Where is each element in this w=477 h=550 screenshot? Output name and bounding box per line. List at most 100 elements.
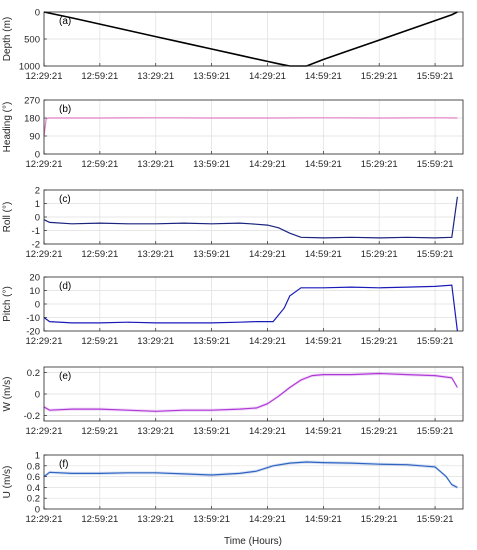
y-tick-label: 1 bbox=[35, 451, 40, 462]
series-line bbox=[43, 372, 458, 412]
x-tick-label: 15:59:21 bbox=[417, 336, 454, 347]
series-line bbox=[43, 117, 458, 137]
x-tick-label: 12:29:21 bbox=[26, 159, 63, 170]
x-tick-label: 13:59:21 bbox=[193, 249, 230, 260]
axes-frame bbox=[43, 276, 464, 332]
x-tick-label: 13:29:21 bbox=[137, 71, 174, 82]
x-tick-label: 14:29:21 bbox=[249, 159, 286, 170]
y-tick-label: 0.6 bbox=[27, 472, 40, 483]
x-tick-label: 14:59:21 bbox=[305, 426, 342, 437]
y-axis-title: Roll (°) bbox=[2, 202, 13, 233]
series-line bbox=[43, 284, 458, 332]
plot-area bbox=[44, 100, 463, 154]
y-tick-label: 0 bbox=[35, 300, 40, 311]
y-tick-label: 1 bbox=[35, 199, 40, 210]
series-line bbox=[43, 196, 458, 239]
panel-label: (e) bbox=[59, 371, 71, 382]
y-axis-title: U (m/s) bbox=[2, 466, 13, 499]
x-tick-label: 14:59:21 bbox=[305, 514, 342, 525]
panel-label: (a) bbox=[59, 16, 71, 27]
y-tick-label: -1 bbox=[32, 226, 40, 237]
y-tick-label: 90 bbox=[29, 132, 40, 143]
x-tick-label: 14:59:21 bbox=[305, 249, 342, 260]
y-tick-label: -2 bbox=[32, 240, 40, 251]
series-line bbox=[43, 461, 458, 488]
x-tick-label: 12:29:21 bbox=[26, 71, 63, 82]
y-tick-label: 0 bbox=[35, 390, 40, 401]
x-tick-label: 13:59:21 bbox=[193, 426, 230, 437]
y-tick-label: 0.4 bbox=[27, 483, 40, 494]
y-tick-label: 0 bbox=[35, 213, 40, 224]
x-tick-label: 14:29:21 bbox=[249, 249, 286, 260]
x-tick-label: 12:29:21 bbox=[26, 336, 63, 347]
x-tick-label: 13:59:21 bbox=[193, 71, 230, 82]
axes-frame bbox=[43, 11, 464, 67]
panel-label: (f) bbox=[59, 459, 68, 470]
y-tick-label: -20 bbox=[26, 327, 40, 338]
y-tick-label: -10 bbox=[26, 313, 40, 324]
x-tick-label: 13:29:21 bbox=[137, 426, 174, 437]
x-tick-label: 13:29:21 bbox=[137, 249, 174, 260]
y-axis-title: Depth (m) bbox=[2, 17, 13, 61]
x-tick-label: 13:59:21 bbox=[193, 159, 230, 170]
panel-5: 12:29:21 12:59:21 13:29:21 13:59:21 14:29:21… bbox=[2, 366, 464, 437]
y-tick-label: 270 bbox=[24, 96, 40, 107]
x-tick-label: 12:59:21 bbox=[81, 336, 118, 347]
panel-label: (d) bbox=[59, 281, 71, 292]
y-tick-label: 2 bbox=[35, 186, 40, 197]
x-tick-label: 13:29:21 bbox=[137, 336, 174, 347]
x-tick-label: 15:59:21 bbox=[417, 249, 454, 260]
panel-label: (b) bbox=[59, 104, 71, 115]
axes-frame bbox=[43, 99, 464, 155]
series-line bbox=[43, 11, 458, 67]
x-tick-label: 14:59:21 bbox=[305, 71, 342, 82]
x-tick-label: 12:59:21 bbox=[81, 514, 118, 525]
x-tick-label: 12:59:21 bbox=[81, 71, 118, 82]
x-tick-label: 15:59:21 bbox=[417, 159, 454, 170]
x-tick-label: 15:59:21 bbox=[417, 71, 454, 82]
y-tick-label: 0 bbox=[35, 8, 40, 19]
x-tick-label: 15:29:21 bbox=[361, 159, 398, 170]
panel-2: 12:29:21 12:59:21 13:29:21 13:59:21 14:29:21… bbox=[2, 96, 464, 170]
panel-3: 12:29:21 12:59:21 13:29:21 13:59:21 14:29:21… bbox=[2, 186, 464, 260]
x-tick-label: 12:59:21 bbox=[81, 159, 118, 170]
x-tick-label: 14:59:21 bbox=[305, 336, 342, 347]
y-tick-label: 20 bbox=[29, 273, 40, 284]
y-tick-label: 0.2 bbox=[27, 368, 40, 379]
x-tick-label: 15:29:21 bbox=[361, 514, 398, 525]
x-tick-label: 14:59:21 bbox=[305, 159, 342, 170]
panel-4: 12:29:21 12:59:21 13:29:21 13:59:21 14:29:21… bbox=[2, 273, 464, 347]
x-tick-label: 14:29:21 bbox=[249, 71, 286, 82]
y-tick-label: -0.2 bbox=[24, 411, 40, 422]
y-tick-label: 180 bbox=[24, 114, 40, 125]
x-tick-label: 13:29:21 bbox=[137, 159, 174, 170]
panels: 12:29:21 12:59:21 13:29:21 13:59:21 14:29:21… bbox=[2, 8, 464, 525]
x-tick-label: 14:29:21 bbox=[249, 426, 286, 437]
x-tick-label: 12:29:21 bbox=[26, 426, 63, 437]
x-tick-label: 14:29:21 bbox=[249, 336, 286, 347]
x-tick-label: 15:59:21 bbox=[417, 426, 454, 437]
x-tick-label: 15:29:21 bbox=[361, 426, 398, 437]
x-tick-label: 13:59:21 bbox=[193, 336, 230, 347]
y-tick-label: 1000 bbox=[19, 62, 40, 73]
x-tick-label: 15:59:21 bbox=[417, 514, 454, 525]
y-tick-label: 500 bbox=[24, 35, 40, 46]
panel-label: (c) bbox=[59, 194, 71, 205]
y-axis-title: Pitch (°) bbox=[2, 286, 13, 322]
axes-frame bbox=[43, 189, 464, 245]
x-tick-label: 15:29:21 bbox=[361, 249, 398, 260]
panel-1: 12:29:21 12:59:21 13:29:21 13:59:21 14:29:21… bbox=[2, 8, 464, 82]
y-tick-label: 0 bbox=[35, 150, 40, 161]
x-tick-label: 12:29:21 bbox=[26, 249, 63, 260]
x-tick-label: 13:59:21 bbox=[193, 514, 230, 525]
x-tick-label: 15:29:21 bbox=[361, 71, 398, 82]
panel-6: 12:29:21 12:59:21 13:29:21 13:59:21 14:29:21… bbox=[2, 451, 464, 525]
y-axis-title: W (m/s) bbox=[2, 377, 13, 412]
x-tick-label: 15:29:21 bbox=[361, 336, 398, 347]
x-tick-label: 13:29:21 bbox=[137, 514, 174, 525]
x-tick-label: 14:29:21 bbox=[249, 514, 286, 525]
y-tick-label: 0.8 bbox=[27, 461, 40, 472]
x-tick-label: 12:59:21 bbox=[81, 249, 118, 260]
x-tick-label: 12:59:21 bbox=[81, 426, 118, 437]
